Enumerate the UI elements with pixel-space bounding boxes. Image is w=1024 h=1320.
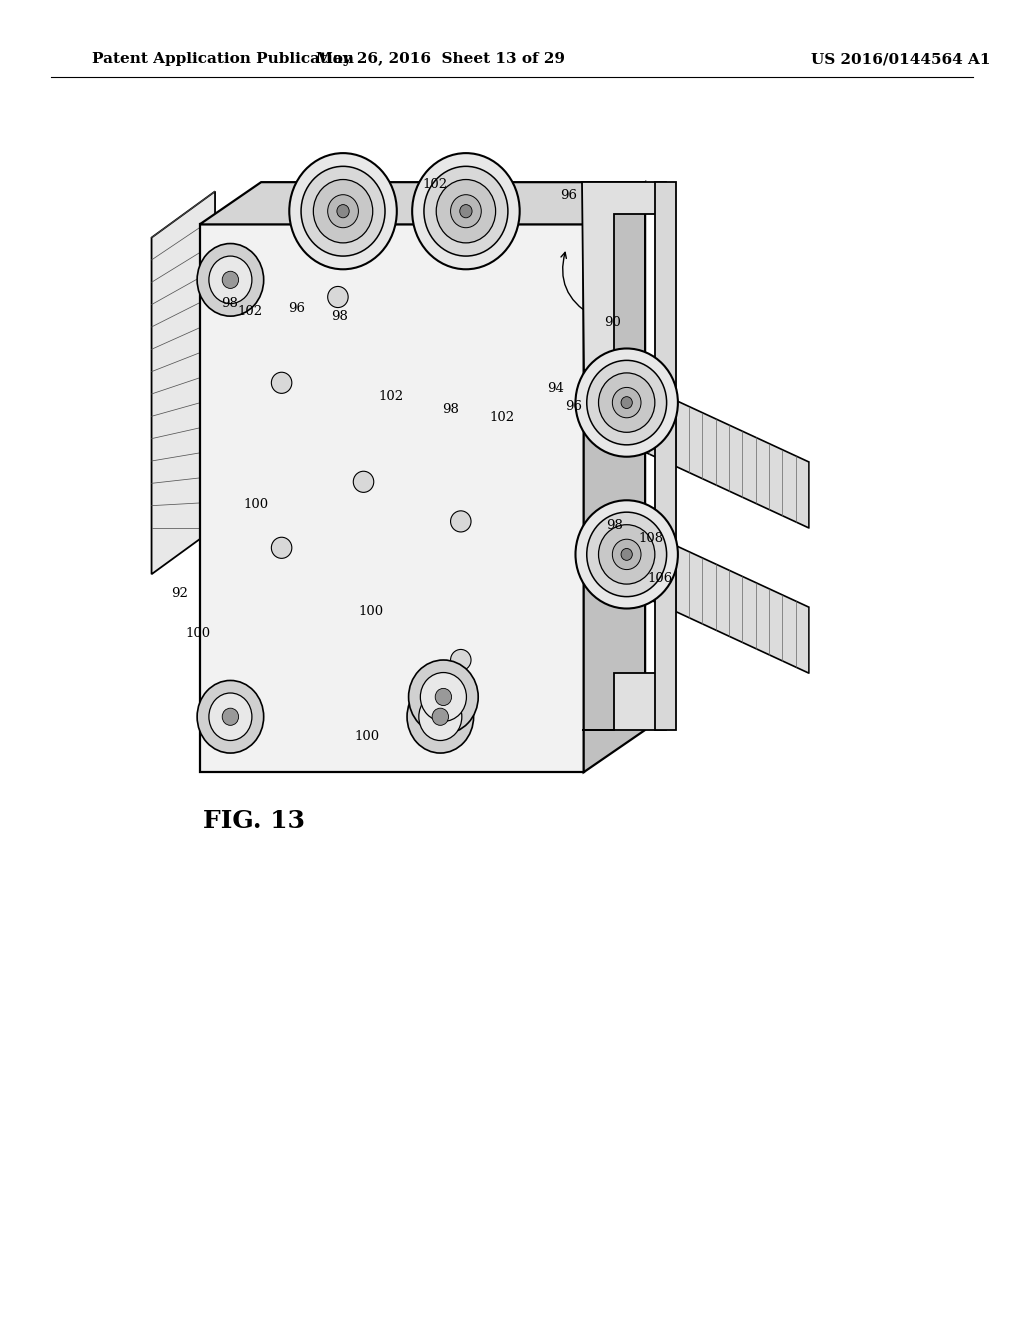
Text: 90: 90 xyxy=(604,315,621,329)
Ellipse shape xyxy=(420,672,467,721)
Ellipse shape xyxy=(412,153,520,269)
Text: US 2016/0144564 A1: US 2016/0144564 A1 xyxy=(811,53,991,66)
Ellipse shape xyxy=(451,194,481,227)
Text: FIG. 13: FIG. 13 xyxy=(203,809,305,833)
Polygon shape xyxy=(200,224,584,772)
Text: 98: 98 xyxy=(442,403,459,416)
Ellipse shape xyxy=(598,525,655,585)
Ellipse shape xyxy=(587,512,667,597)
Ellipse shape xyxy=(337,205,349,218)
Polygon shape xyxy=(152,191,215,574)
Ellipse shape xyxy=(432,708,449,726)
Ellipse shape xyxy=(460,205,472,218)
Polygon shape xyxy=(584,182,645,772)
Text: 108: 108 xyxy=(639,532,664,545)
Polygon shape xyxy=(582,182,666,370)
Ellipse shape xyxy=(409,660,478,734)
Ellipse shape xyxy=(436,180,496,243)
Ellipse shape xyxy=(197,681,264,752)
Text: 96: 96 xyxy=(289,302,305,315)
Ellipse shape xyxy=(451,649,471,671)
Ellipse shape xyxy=(424,166,508,256)
Ellipse shape xyxy=(209,256,252,304)
Ellipse shape xyxy=(598,372,655,433)
Ellipse shape xyxy=(271,372,292,393)
Text: 100: 100 xyxy=(185,627,210,640)
Ellipse shape xyxy=(328,286,348,308)
Text: 106: 106 xyxy=(648,572,673,585)
Ellipse shape xyxy=(575,500,678,609)
Ellipse shape xyxy=(435,689,452,706)
Ellipse shape xyxy=(197,243,264,315)
Ellipse shape xyxy=(209,693,252,741)
Ellipse shape xyxy=(451,511,471,532)
Ellipse shape xyxy=(222,272,239,288)
Text: Patent Application Publication: Patent Application Publication xyxy=(92,53,354,66)
Ellipse shape xyxy=(353,471,374,492)
Text: May 26, 2016  Sheet 13 of 29: May 26, 2016 Sheet 13 of 29 xyxy=(315,53,565,66)
Ellipse shape xyxy=(301,166,385,256)
Text: 102: 102 xyxy=(379,389,403,403)
Text: 102: 102 xyxy=(489,411,514,424)
Ellipse shape xyxy=(222,708,239,726)
Ellipse shape xyxy=(407,681,473,752)
Ellipse shape xyxy=(621,549,632,561)
Polygon shape xyxy=(200,182,645,224)
Text: 94: 94 xyxy=(548,381,564,395)
Text: 100: 100 xyxy=(354,730,379,743)
Polygon shape xyxy=(582,673,666,730)
Ellipse shape xyxy=(612,540,641,570)
Ellipse shape xyxy=(271,537,292,558)
Text: 102: 102 xyxy=(238,305,262,318)
Text: 92: 92 xyxy=(171,587,187,601)
Ellipse shape xyxy=(290,153,397,269)
Ellipse shape xyxy=(328,194,358,227)
Text: 98: 98 xyxy=(221,297,238,310)
Ellipse shape xyxy=(587,360,667,445)
Text: 98: 98 xyxy=(332,310,348,323)
Ellipse shape xyxy=(419,693,462,741)
Polygon shape xyxy=(655,182,676,730)
Ellipse shape xyxy=(313,180,373,243)
Polygon shape xyxy=(609,370,809,528)
Ellipse shape xyxy=(575,348,678,457)
Ellipse shape xyxy=(612,388,641,417)
Text: 100: 100 xyxy=(244,498,268,511)
Text: 98: 98 xyxy=(606,519,623,532)
Text: 96: 96 xyxy=(560,189,577,202)
Text: 102: 102 xyxy=(423,178,447,191)
Polygon shape xyxy=(609,515,809,673)
Ellipse shape xyxy=(621,396,632,409)
Text: 96: 96 xyxy=(565,400,582,413)
Text: 100: 100 xyxy=(358,605,383,618)
